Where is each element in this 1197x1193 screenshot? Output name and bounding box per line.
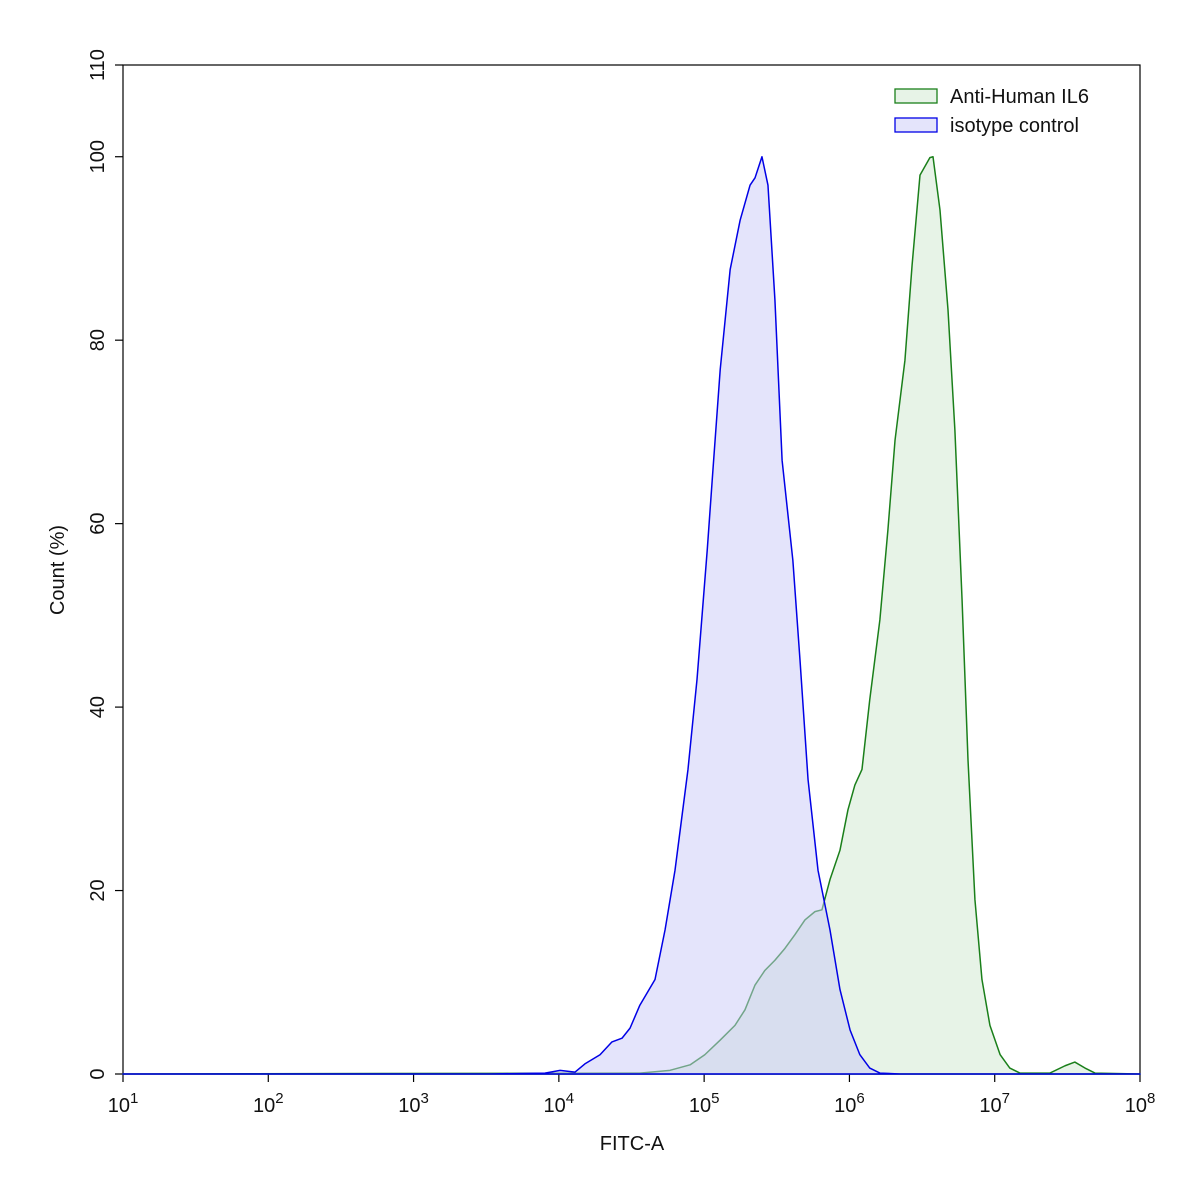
x-tick-base: 10 bbox=[398, 1095, 420, 1117]
x-axis-label: FITC-A bbox=[600, 1133, 665, 1155]
x-tick-label: 101 bbox=[108, 1090, 139, 1117]
legend-label: isotype control bbox=[950, 115, 1079, 137]
x-tick-label: 107 bbox=[979, 1090, 1010, 1117]
x-tick-exponent: 7 bbox=[1002, 1090, 1010, 1107]
y-tick-label: 0 bbox=[87, 1068, 109, 1079]
area-series bbox=[122, 155, 1141, 1075]
legend-swatch bbox=[894, 88, 938, 104]
x-tick-exponent: 6 bbox=[856, 1090, 864, 1107]
y-axis-label: Count (%) bbox=[47, 525, 69, 615]
x-tick-base: 10 bbox=[544, 1095, 566, 1117]
y-tick-label: 40 bbox=[87, 696, 109, 718]
x-tick-label: 108 bbox=[1125, 1090, 1156, 1117]
x-tick-label: 104 bbox=[544, 1090, 575, 1117]
plot-frame bbox=[122, 64, 1141, 1075]
y-tick-label: 100 bbox=[87, 140, 109, 173]
x-tick-base: 10 bbox=[834, 1095, 856, 1117]
x-tick-exponent: 2 bbox=[275, 1090, 283, 1107]
y-tick-label: 80 bbox=[87, 329, 109, 351]
x-tick-exponent: 4 bbox=[566, 1090, 574, 1107]
y-tick-label: 60 bbox=[87, 513, 109, 535]
x-tick-base: 10 bbox=[253, 1095, 275, 1117]
x-tick-label: 103 bbox=[398, 1090, 429, 1117]
x-tick-label: 102 bbox=[253, 1090, 284, 1117]
x-tick-base: 10 bbox=[689, 1095, 711, 1117]
x-tick-base: 10 bbox=[1125, 1095, 1147, 1117]
x-tick-exponent: 5 bbox=[711, 1090, 719, 1107]
legend-label: Anti-Human IL6 bbox=[950, 86, 1089, 108]
x-tick-exponent: 1 bbox=[130, 1090, 138, 1107]
x-tick-base: 10 bbox=[979, 1095, 1001, 1117]
y-tick-label: 110 bbox=[87, 49, 109, 81]
area-series bbox=[122, 155, 1141, 1075]
legend-swatch bbox=[894, 117, 938, 133]
x-tick-exponent: 8 bbox=[1147, 1090, 1155, 1107]
x-tick-label: 105 bbox=[689, 1090, 720, 1117]
x-tick-exponent: 3 bbox=[421, 1090, 429, 1107]
x-tick-base: 10 bbox=[108, 1095, 130, 1117]
x-tick-label: 106 bbox=[834, 1090, 865, 1117]
y-tick-label: 20 bbox=[87, 879, 109, 901]
